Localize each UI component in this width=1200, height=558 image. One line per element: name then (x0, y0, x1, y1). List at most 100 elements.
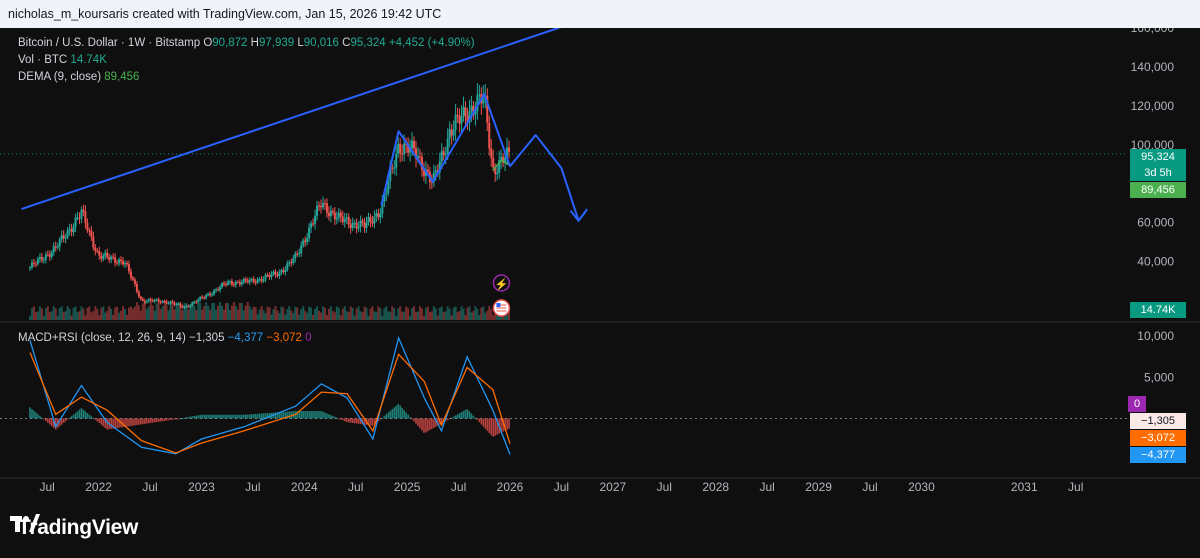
candle-body (401, 153, 404, 155)
macd-histogram-bar (312, 411, 314, 419)
volume-bar (58, 307, 61, 320)
candle-body (460, 116, 463, 124)
macd-histogram-bar (167, 418, 170, 421)
candle-body (62, 235, 65, 239)
macd-histogram-bar (476, 418, 479, 421)
chart-area[interactable]: 160,000 140,000 120,000 100,000 60,000 40,000… (0, 28, 1200, 498)
volume-bar (438, 307, 441, 320)
macd-histogram-bar (328, 414, 330, 419)
volume-bar (149, 302, 152, 320)
candle-body (492, 157, 495, 168)
candle-body (38, 256, 41, 259)
candle-body (318, 205, 321, 207)
volume-bar (242, 310, 245, 320)
volume-bar (325, 315, 328, 320)
volume-bar (339, 315, 342, 320)
volume-bar (66, 306, 69, 320)
macd-histogram-bar (138, 418, 140, 425)
macd-histogram-bar (237, 414, 239, 419)
candle-body (258, 278, 261, 280)
time-axis-tick-label: Jul (657, 480, 672, 494)
macd-histogram-bar (31, 409, 33, 419)
macd-histogram-bar (72, 414, 75, 419)
macd-histogram-bar (161, 418, 164, 422)
macd-histogram-bar (104, 418, 107, 428)
macd-histogram-bar (466, 409, 469, 419)
volume-bar (133, 306, 136, 320)
macd-histogram-bar (353, 418, 356, 424)
volume-bar (373, 311, 376, 320)
macd-histogram-bar (385, 414, 388, 419)
macd-histogram-bar (29, 407, 31, 419)
candle-body (122, 261, 125, 265)
macd-histogram-bar (433, 418, 435, 428)
candle-body (409, 148, 412, 153)
volume-bar (167, 310, 170, 320)
candle-body (120, 259, 123, 262)
volume-bar (179, 305, 182, 320)
volume-bar (482, 306, 485, 320)
macd-histogram-bar (314, 411, 316, 419)
candle-body (341, 216, 344, 223)
volume-bar (474, 306, 477, 320)
macd-histogram-bar (159, 418, 162, 422)
macd-histogram-bar (494, 418, 496, 436)
volume-bar (391, 306, 394, 320)
volume-bar (201, 309, 204, 320)
chart-canvas[interactable]: 160,000 140,000 120,000 100,000 60,000 40,000… (0, 28, 1200, 498)
candle-body (199, 296, 202, 300)
candle-body (266, 274, 269, 276)
macd-histogram-bar (419, 418, 421, 429)
candle-body (464, 107, 467, 117)
macd-histogram-bar (86, 413, 89, 419)
candle-body (40, 256, 43, 261)
volume-bar (476, 308, 479, 320)
candle-body (296, 253, 299, 255)
candle-body (213, 290, 216, 295)
volume-bar (219, 302, 222, 320)
candle-body (452, 130, 455, 136)
volume-bar (246, 302, 249, 320)
macd-histogram-bar (60, 418, 63, 425)
macd-histogram-bar (500, 418, 502, 433)
macd-histogram-bar (201, 414, 204, 419)
volume-bar (230, 305, 233, 320)
volume-bar (187, 309, 190, 320)
macd-histogram-bar (39, 415, 41, 419)
candle-body (416, 156, 419, 159)
macd-histogram-bar (429, 418, 431, 431)
volume-bar (260, 306, 263, 320)
macd-histogram-bar (54, 418, 57, 430)
volume-bar (34, 311, 37, 320)
volume-bar (288, 306, 291, 320)
candle-body (139, 296, 142, 299)
candle-body (197, 299, 200, 303)
macd-histogram-bar (78, 409, 81, 419)
macd-histogram-bar (229, 414, 231, 419)
volume-bar (175, 306, 178, 320)
candle-body (252, 278, 255, 282)
candle-body (504, 157, 507, 163)
candle-body (230, 281, 233, 285)
time-axis-tick-label: Jul (142, 480, 157, 494)
volume-bar (401, 311, 404, 320)
tradingview-logo[interactable]: TradingView (10, 514, 138, 542)
macd-histogram-bar (151, 418, 154, 423)
countdown-tag: 3d 5h (1130, 165, 1186, 181)
macd-histogram-bar (351, 418, 354, 423)
macd-histogram-bar (427, 418, 429, 432)
volume-bar (337, 307, 340, 320)
candle-body (60, 235, 63, 240)
volume-bar (266, 306, 269, 320)
volume-bar (139, 310, 142, 320)
projection-path (380, 93, 588, 222)
candle-body (131, 277, 134, 280)
candle-body (54, 246, 57, 248)
candle-body (333, 212, 336, 220)
candle-body (254, 281, 257, 283)
candle-body (141, 298, 144, 301)
candle-body (232, 284, 235, 286)
volume-bar (480, 307, 483, 320)
macd-histogram-bar (266, 413, 269, 419)
macd-histogram-bar (369, 418, 372, 426)
